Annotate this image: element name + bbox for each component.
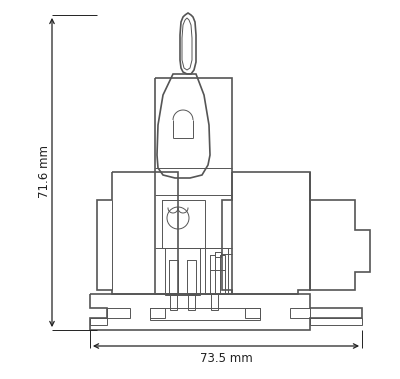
- Text: 73.5 mm: 73.5 mm: [200, 351, 252, 365]
- Text: 71.6 mm: 71.6 mm: [38, 146, 50, 199]
